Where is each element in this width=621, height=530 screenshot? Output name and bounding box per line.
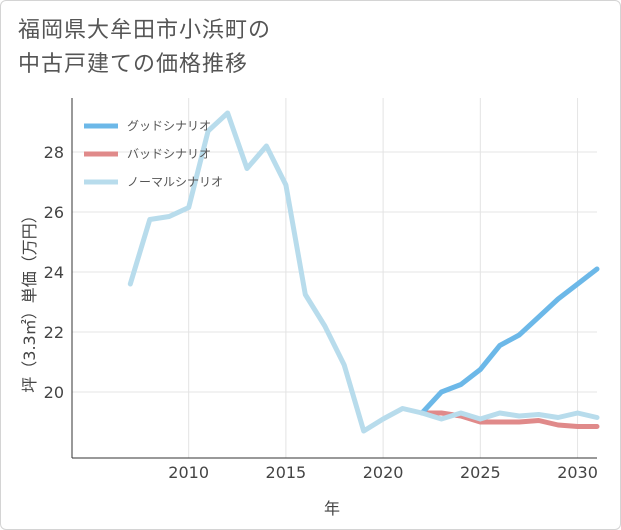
y-tick-label: 22: [44, 323, 64, 342]
y-tick-label: 28: [44, 143, 64, 162]
x-tick-label: 2015: [266, 463, 307, 482]
x-tick-label: 2020: [363, 463, 404, 482]
y-tick-label: 20: [44, 383, 64, 402]
x-tick-label: 2030: [557, 463, 598, 482]
y-tick-label: 26: [44, 203, 64, 222]
series-line-0: [419, 266, 600, 416]
chart-title-line2: 中古戸建ての価格推移: [18, 52, 249, 77]
y-tick-label: 24: [44, 263, 64, 282]
x-tick-label: 2025: [460, 463, 501, 482]
x-axis-label: 年: [324, 499, 340, 518]
legend-label-2: ノーマルシナリオ: [127, 175, 223, 189]
chart-title-line1: 福岡県大牟田市小浜町の: [18, 18, 272, 43]
series-line-2: [127, 110, 600, 434]
legend-label-1: バッドシナリオ: [127, 147, 211, 161]
tick-labels: 2010 2015 2020 2025 2030 20 22 24 26 28: [44, 143, 598, 482]
chart-title: 福岡県大牟田市小浜町の 中古戸建ての価格推移: [18, 14, 271, 82]
y-axis-label: 坪（3.3㎡）単価（万円）: [20, 207, 39, 392]
grid: [72, 98, 597, 458]
x-tick-label: 2010: [168, 463, 209, 482]
series-lines: [127, 110, 600, 434]
legend-label-0: グッドシナリオ: [127, 119, 211, 133]
